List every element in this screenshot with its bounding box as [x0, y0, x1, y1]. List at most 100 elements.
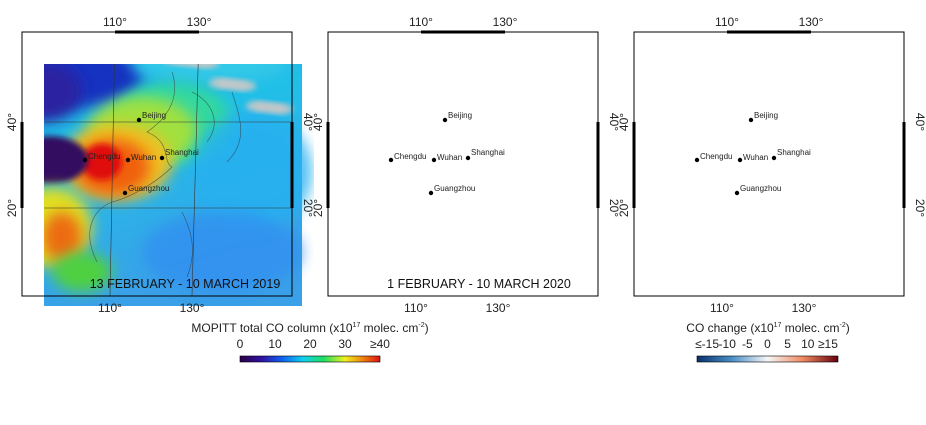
city-label: Beijing — [448, 111, 472, 120]
city-marker — [136, 117, 142, 123]
city-label: Guangzhou — [434, 184, 475, 193]
field — [478, 55, 498, 65]
lon-label: 130° — [792, 301, 817, 315]
field — [636, 170, 672, 214]
map-panel — [44, 54, 312, 306]
background — [318, 22, 608, 306]
colorbar-title: CO change (x1017 molec. cm-2) — [686, 321, 849, 335]
city-marker — [431, 157, 437, 163]
graticule — [416, 32, 421, 296]
title-part: 17 — [353, 322, 361, 329]
city-marker — [748, 117, 754, 123]
city-label: Wuhan — [131, 153, 156, 162]
colorbar — [696, 355, 839, 363]
field — [552, 101, 572, 111]
field — [388, 144, 428, 180]
title-part: CO change (x10 — [686, 321, 774, 335]
colorbar-tick: -10 — [719, 337, 737, 351]
city-marker — [159, 155, 165, 161]
city-label: Guangzhou — [128, 184, 169, 193]
field — [515, 78, 535, 88]
city-label: Wuhan — [743, 153, 768, 162]
map-panel — [624, 22, 914, 306]
field — [82, 144, 122, 180]
field — [192, 112, 312, 232]
city-marker — [694, 157, 700, 163]
lat-label: 20° — [301, 199, 315, 217]
lon-label: 110° — [404, 301, 428, 315]
field — [469, 54, 489, 64]
colorbar-tick: ≥15 — [818, 337, 838, 351]
lat-label: 40° — [913, 113, 926, 131]
field — [496, 57, 516, 67]
coastline — [396, 72, 547, 277]
field — [209, 78, 229, 88]
period-label: 13 FEBRUARY - 10 MARCH 2019 — [90, 277, 281, 291]
map-panel — [308, 22, 618, 306]
city-label: Shanghai — [165, 148, 199, 157]
field — [674, 200, 774, 224]
lon-label: 110° — [710, 301, 734, 315]
graticule — [191, 64, 199, 297]
lon-label: 130° — [187, 15, 212, 29]
coastline — [702, 72, 853, 277]
title-part: -2 — [418, 322, 424, 329]
city-marker — [465, 155, 471, 161]
coastline — [89, 71, 241, 278]
title-part: 17 — [774, 322, 782, 329]
graticule — [804, 32, 811, 296]
city-label: Wuhan — [437, 153, 462, 162]
city-label: Beijing — [142, 111, 166, 120]
field — [533, 80, 553, 90]
field — [163, 54, 183, 64]
field — [44, 64, 82, 122]
frame — [633, 31, 905, 297]
city-marker — [737, 157, 743, 163]
field — [542, 81, 562, 91]
city-label: Guangzhou — [740, 184, 781, 193]
field — [348, 212, 388, 262]
graticule — [722, 32, 727, 296]
field — [487, 56, 507, 66]
field — [570, 103, 590, 113]
city-label: Shanghai — [777, 148, 811, 157]
colorbar-tick: -5 — [742, 337, 753, 351]
colorbar-tick: 0 — [237, 337, 244, 351]
lon-label: 110° — [409, 15, 433, 29]
field — [624, 47, 804, 97]
lon-label: 110° — [103, 15, 127, 29]
city-label: Chengdu — [394, 152, 426, 161]
graticule — [498, 32, 505, 296]
lon-label: 110° — [98, 301, 122, 315]
title-part: molec. cm — [360, 321, 418, 335]
city-label: Chengdu — [700, 152, 732, 161]
lat-label: 40° — [607, 113, 621, 131]
colorbar-tick: 0 — [764, 337, 771, 351]
colorbar-tick: 30 — [338, 337, 352, 351]
field — [308, 47, 448, 107]
background — [624, 22, 914, 306]
field — [561, 102, 581, 112]
lon-label: 130° — [799, 15, 824, 29]
city-marker — [771, 155, 777, 161]
field — [246, 101, 266, 111]
city-marker — [125, 157, 131, 163]
city-marker — [428, 190, 434, 196]
title-part: -2 — [839, 322, 845, 329]
colorbar-title: MOPITT total CO column (x1017 molec. cm-… — [191, 321, 428, 335]
title-part: ) — [846, 321, 850, 335]
lat-label: 20° — [913, 199, 926, 217]
lat-label: 20° — [5, 199, 19, 217]
colorbar-tick: ≥40 — [370, 337, 390, 351]
city-marker — [442, 117, 448, 123]
field — [44, 212, 82, 262]
field — [505, 58, 525, 68]
lat-label: 40° — [617, 113, 631, 131]
field — [142, 212, 302, 292]
city-label: Chengdu — [88, 152, 120, 161]
lon-label: 130° — [180, 301, 205, 315]
colorbar — [239, 355, 381, 363]
city-marker — [388, 157, 394, 163]
title-part: molec. cm — [781, 321, 839, 335]
lat-label: 20° — [617, 199, 631, 217]
